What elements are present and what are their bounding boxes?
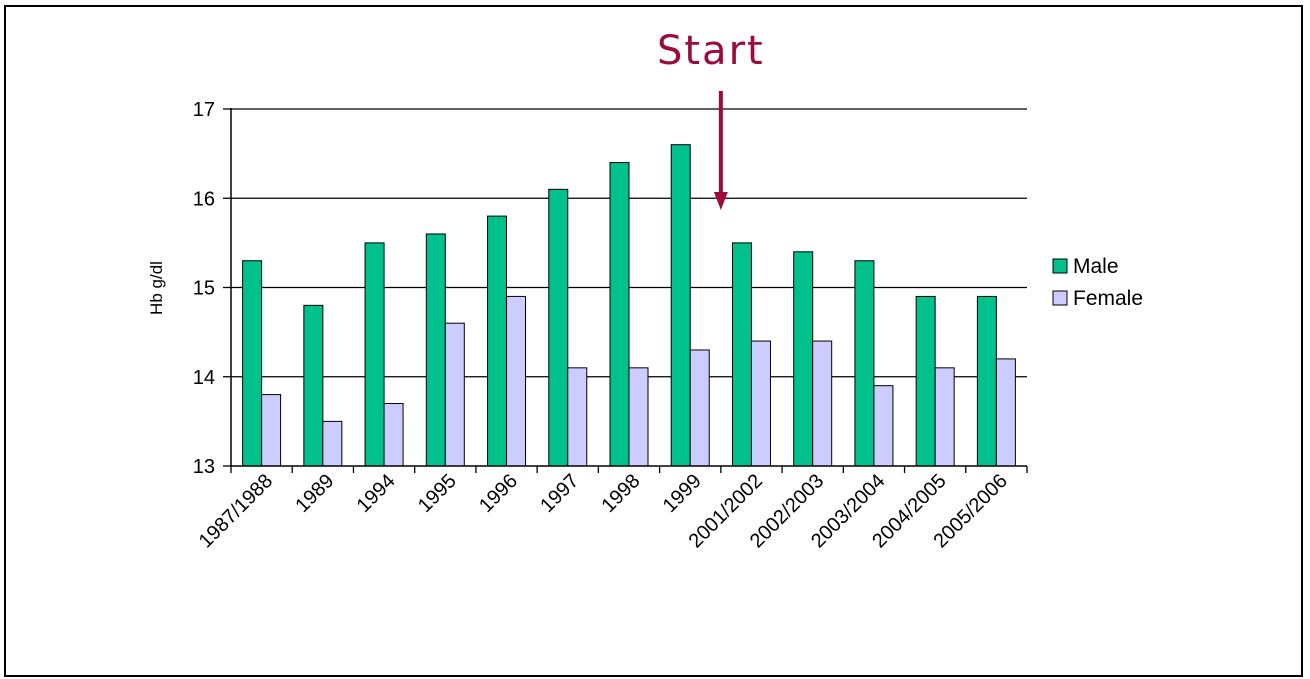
bar-female-5 [568, 368, 587, 466]
x-tick-label: 1987/1988 [195, 470, 277, 552]
x-tick-label: 1994 [353, 470, 400, 517]
bar-male-10 [855, 261, 874, 466]
bar-female-11 [935, 368, 954, 466]
x-tick-label: 1997 [536, 470, 583, 517]
y-tick-label: 16 [193, 188, 215, 210]
bar-male-7 [671, 145, 690, 466]
bars [243, 145, 1016, 466]
x-tick-label: 1998 [598, 470, 645, 517]
bar-female-6 [629, 368, 648, 466]
bar-male-1 [304, 305, 323, 466]
bar-female-4 [507, 296, 526, 466]
x-tick-label: 1989 [291, 470, 338, 517]
y-tick-labels: 13 14 15 16 17 [193, 99, 215, 478]
bar-male-2 [365, 243, 384, 466]
y-axis-label: Hb g/dl [147, 261, 166, 315]
bar-male-4 [488, 216, 507, 466]
start-annotation-label: Start [657, 28, 765, 74]
bar-male-12 [977, 296, 996, 466]
x-tick-label: 1996 [475, 470, 522, 517]
legend-swatch-male [1053, 259, 1067, 273]
x-tick-labels: 1987/1988 1989 1994 1995 1996 1997 1998 1999200… [195, 470, 1012, 552]
bar-male-0 [243, 261, 262, 466]
bar-female-7 [690, 350, 709, 466]
bar-male-6 [610, 163, 629, 466]
legend-swatch-female [1053, 291, 1067, 305]
bar-female-0 [262, 395, 281, 466]
bar-female-12 [996, 359, 1015, 466]
bar-male-9 [794, 252, 813, 466]
bar-male-11 [916, 296, 935, 466]
bar-female-9 [813, 341, 832, 466]
legend-label-male: Male [1073, 255, 1119, 278]
bar-male-3 [426, 234, 445, 466]
y-tick-label: 15 [193, 278, 215, 300]
y-tick-label: 14 [193, 367, 215, 389]
bar-female-1 [323, 421, 342, 466]
bar-male-8 [732, 243, 751, 466]
legend-label-female: Female [1073, 287, 1143, 310]
y-tick-label: 13 [193, 456, 215, 478]
bar-female-2 [384, 404, 403, 466]
x-tick-label: 1995 [414, 470, 461, 517]
bar-male-5 [549, 189, 568, 466]
bar-female-10 [874, 386, 893, 466]
bar-female-8 [751, 341, 770, 466]
x-tick-label: 1999 [659, 470, 706, 517]
y-tick-label: 17 [193, 99, 215, 121]
start-arrow-head [714, 192, 728, 210]
bar-female-3 [445, 323, 464, 466]
legend: Male Female [1053, 255, 1143, 310]
